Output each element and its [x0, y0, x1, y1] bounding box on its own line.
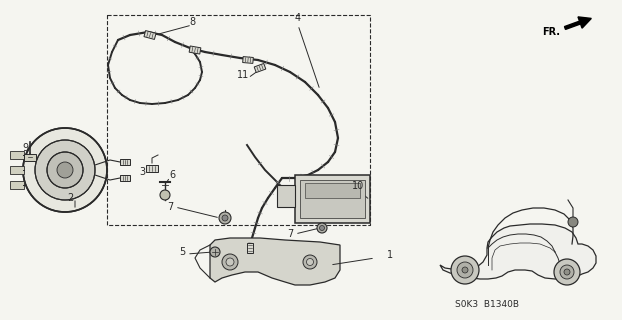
Text: 7: 7 — [167, 202, 173, 212]
Text: 5: 5 — [179, 247, 185, 257]
Polygon shape — [189, 46, 201, 54]
Circle shape — [23, 128, 107, 212]
Circle shape — [226, 258, 234, 266]
Text: 4: 4 — [295, 13, 301, 23]
Circle shape — [303, 255, 317, 269]
FancyBboxPatch shape — [295, 175, 370, 223]
Polygon shape — [120, 159, 130, 165]
Text: 3: 3 — [139, 167, 145, 177]
Text: S0K3  B1340B: S0K3 B1340B — [455, 300, 519, 309]
Text: 10: 10 — [352, 181, 364, 191]
FancyBboxPatch shape — [10, 166, 24, 174]
Text: 8: 8 — [189, 17, 195, 27]
Polygon shape — [210, 238, 340, 285]
FancyBboxPatch shape — [300, 180, 365, 218]
Circle shape — [317, 223, 327, 233]
Circle shape — [160, 190, 170, 200]
Circle shape — [35, 140, 95, 200]
Polygon shape — [146, 164, 158, 172]
Circle shape — [320, 226, 325, 230]
Circle shape — [47, 152, 83, 188]
Polygon shape — [243, 57, 253, 63]
FancyBboxPatch shape — [277, 185, 295, 207]
Circle shape — [564, 269, 570, 275]
FancyBboxPatch shape — [305, 183, 360, 198]
Circle shape — [219, 212, 231, 224]
Text: 9: 9 — [22, 143, 28, 153]
Text: 6: 6 — [169, 170, 175, 180]
Text: 11: 11 — [237, 70, 249, 80]
Circle shape — [222, 254, 238, 270]
Circle shape — [554, 259, 580, 285]
Text: 1: 1 — [387, 250, 393, 260]
Circle shape — [457, 262, 473, 278]
Circle shape — [462, 267, 468, 273]
Polygon shape — [144, 30, 156, 39]
FancyBboxPatch shape — [24, 154, 36, 161]
Circle shape — [57, 162, 73, 178]
Polygon shape — [120, 175, 130, 181]
Text: 7: 7 — [287, 229, 293, 239]
Circle shape — [210, 247, 220, 257]
FancyArrow shape — [565, 17, 592, 29]
FancyBboxPatch shape — [10, 151, 24, 159]
Text: 2: 2 — [67, 193, 73, 203]
Polygon shape — [254, 63, 266, 73]
Polygon shape — [440, 224, 596, 279]
Circle shape — [560, 265, 574, 279]
Text: FR.: FR. — [542, 27, 560, 37]
Circle shape — [222, 215, 228, 221]
Circle shape — [568, 217, 578, 227]
Circle shape — [307, 259, 313, 266]
Circle shape — [451, 256, 479, 284]
Polygon shape — [247, 243, 253, 253]
FancyBboxPatch shape — [10, 181, 24, 189]
